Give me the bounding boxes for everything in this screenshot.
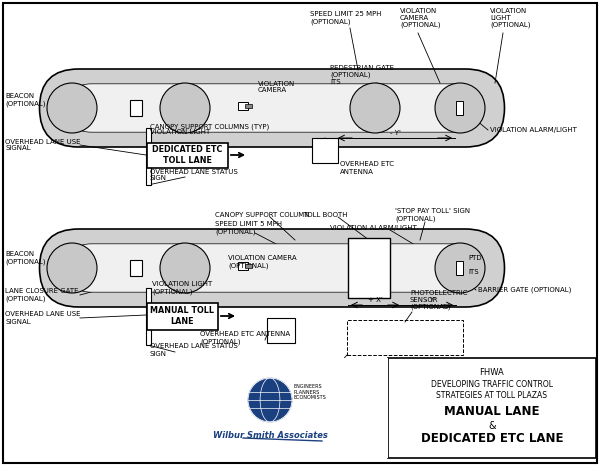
Text: BEACON
(OPTIONAL): BEACON (OPTIONAL) [5, 93, 46, 107]
Bar [267, 318, 295, 343]
Text: STRATEGIES AT TOLL PLAZAS: STRATEGIES AT TOLL PLAZAS [437, 391, 548, 400]
Bar [146, 288, 151, 345]
Bar [347, 320, 463, 355]
Bar [200, 358, 388, 458]
Text: - Y': - Y' [425, 297, 436, 303]
Bar [245, 104, 252, 108]
Text: VIOLATION
CAMERA: VIOLATION CAMERA [258, 81, 295, 94]
Text: PHOTOELECTRIC SENSOR (OPTIONAL): PHOTOELECTRIC SENSOR (OPTIONAL) [270, 375, 401, 381]
Circle shape [435, 243, 485, 293]
Text: LOOP DETECTOR: LOOP DETECTOR [340, 362, 398, 368]
Text: CANOPY SUPPORT COLUMN: CANOPY SUPPORT COLUMN [215, 212, 310, 218]
Text: OVERHEAD LANE USE
SIGNAL: OVERHEAD LANE USE SIGNAL [5, 311, 80, 324]
Circle shape [47, 243, 97, 293]
Text: VIOLATION LIGHT
(OPTIONAL): VIOLATION LIGHT (OPTIONAL) [152, 281, 212, 295]
Bar [456, 101, 463, 115]
Circle shape [160, 83, 210, 133]
Text: PHOTOELECTRIC
SENSOR
(OPTIONAL): PHOTOELECTRIC SENSOR (OPTIONAL) [410, 290, 467, 310]
Text: VIOLATION CAMERA
(OPTIONAL): VIOLATION CAMERA (OPTIONAL) [228, 255, 296, 269]
Text: CANOPY SUPPORT COLUMNS (TYP): CANOPY SUPPORT COLUMNS (TYP) [150, 124, 269, 130]
Text: VIOLATION LIGHT: VIOLATION LIGHT [150, 129, 210, 135]
Text: BEACON
(OPTIONAL): BEACON (OPTIONAL) [5, 251, 46, 265]
Bar [147, 303, 218, 330]
Text: OVERHEAD ETC ANTENNA
(OPTIONAL): OVERHEAD ETC ANTENNA (OPTIONAL) [200, 331, 290, 345]
Bar [312, 138, 338, 163]
Circle shape [47, 83, 97, 133]
Text: 'STOP PAY TOLL' SIGN
(OPTIONAL): 'STOP PAY TOLL' SIGN (OPTIONAL) [395, 208, 470, 222]
Bar [238, 262, 248, 270]
FancyBboxPatch shape [67, 84, 476, 132]
Circle shape [160, 243, 210, 293]
FancyBboxPatch shape [40, 229, 505, 307]
Text: + X': + X' [368, 297, 382, 303]
Bar [130, 260, 142, 276]
Text: TOLL BOOTH: TOLL BOOTH [303, 212, 347, 218]
Text: - Y': - Y' [389, 130, 400, 136]
Bar [456, 261, 463, 275]
Text: VIOLATION ALARM/LIGHT: VIOLATION ALARM/LIGHT [330, 225, 417, 231]
Text: FHWA: FHWA [479, 368, 505, 377]
Text: OVERHEAD LANE STATUS
SIGN: OVERHEAD LANE STATUS SIGN [150, 343, 238, 356]
Text: MANUAL LANE: MANUAL LANE [444, 405, 540, 418]
Bar [348, 238, 390, 298]
Text: &: & [488, 421, 496, 431]
Text: MANUAL TOLL
LANE: MANUAL TOLL LANE [150, 306, 214, 326]
Text: OVERHEAD ETC
ANTENNA: OVERHEAD ETC ANTENNA [340, 162, 394, 174]
FancyBboxPatch shape [40, 69, 505, 147]
Text: DEDICATED ETC
TOLL LANE: DEDICATED ETC TOLL LANE [152, 145, 222, 164]
Text: PTD: PTD [468, 255, 482, 261]
Text: LANE CLOSURE GATE
(OPTIONAL): LANE CLOSURE GATE (OPTIONAL) [5, 288, 79, 302]
Text: ITS: ITS [468, 269, 479, 275]
Text: OVERHEAD LANE STATUS
SIGN: OVERHEAD LANE STATUS SIGN [150, 169, 238, 181]
FancyBboxPatch shape [67, 244, 476, 292]
Bar [146, 128, 151, 185]
Text: DEDICATED ETC LANE: DEDICATED ETC LANE [421, 432, 563, 445]
Bar [147, 143, 228, 168]
Text: DEVELOPING TRAFFIC CONTROL: DEVELOPING TRAFFIC CONTROL [431, 380, 553, 389]
Text: SPEED LIMIT 25 MPH
(OPTIONAL): SPEED LIMIT 25 MPH (OPTIONAL) [310, 11, 382, 25]
Bar [130, 100, 142, 116]
Bar [238, 102, 248, 110]
Circle shape [435, 83, 485, 133]
Text: SPEED LIMIT 5 MPH
(OPTIONAL): SPEED LIMIT 5 MPH (OPTIONAL) [215, 221, 282, 235]
Text: VIOLATION
CAMERA
(OPTIONAL): VIOLATION CAMERA (OPTIONAL) [400, 8, 440, 28]
Bar [388, 358, 596, 458]
Text: VIOLATION ALARM/LIGHT: VIOLATION ALARM/LIGHT [490, 127, 577, 133]
Text: BARRIER GATE (OPTIONAL): BARRIER GATE (OPTIONAL) [478, 287, 571, 293]
Text: ENGINEERS
PLANNERS
ECONOMISTS: ENGINEERS PLANNERS ECONOMISTS [294, 384, 327, 400]
Bar [245, 264, 252, 268]
Circle shape [350, 83, 400, 133]
Text: Wilbur Smith Associates: Wilbur Smith Associates [212, 431, 328, 440]
Text: PEDESTRIAN GATE
(OPTIONAL)
ITS: PEDESTRIAN GATE (OPTIONAL) ITS [330, 65, 394, 85]
Text: OVERHEAD LANE USE
SIGNAL: OVERHEAD LANE USE SIGNAL [5, 138, 80, 151]
Text: VIOLATION
LIGHT
(OPTIONAL): VIOLATION LIGHT (OPTIONAL) [490, 8, 530, 28]
Circle shape [248, 378, 292, 422]
